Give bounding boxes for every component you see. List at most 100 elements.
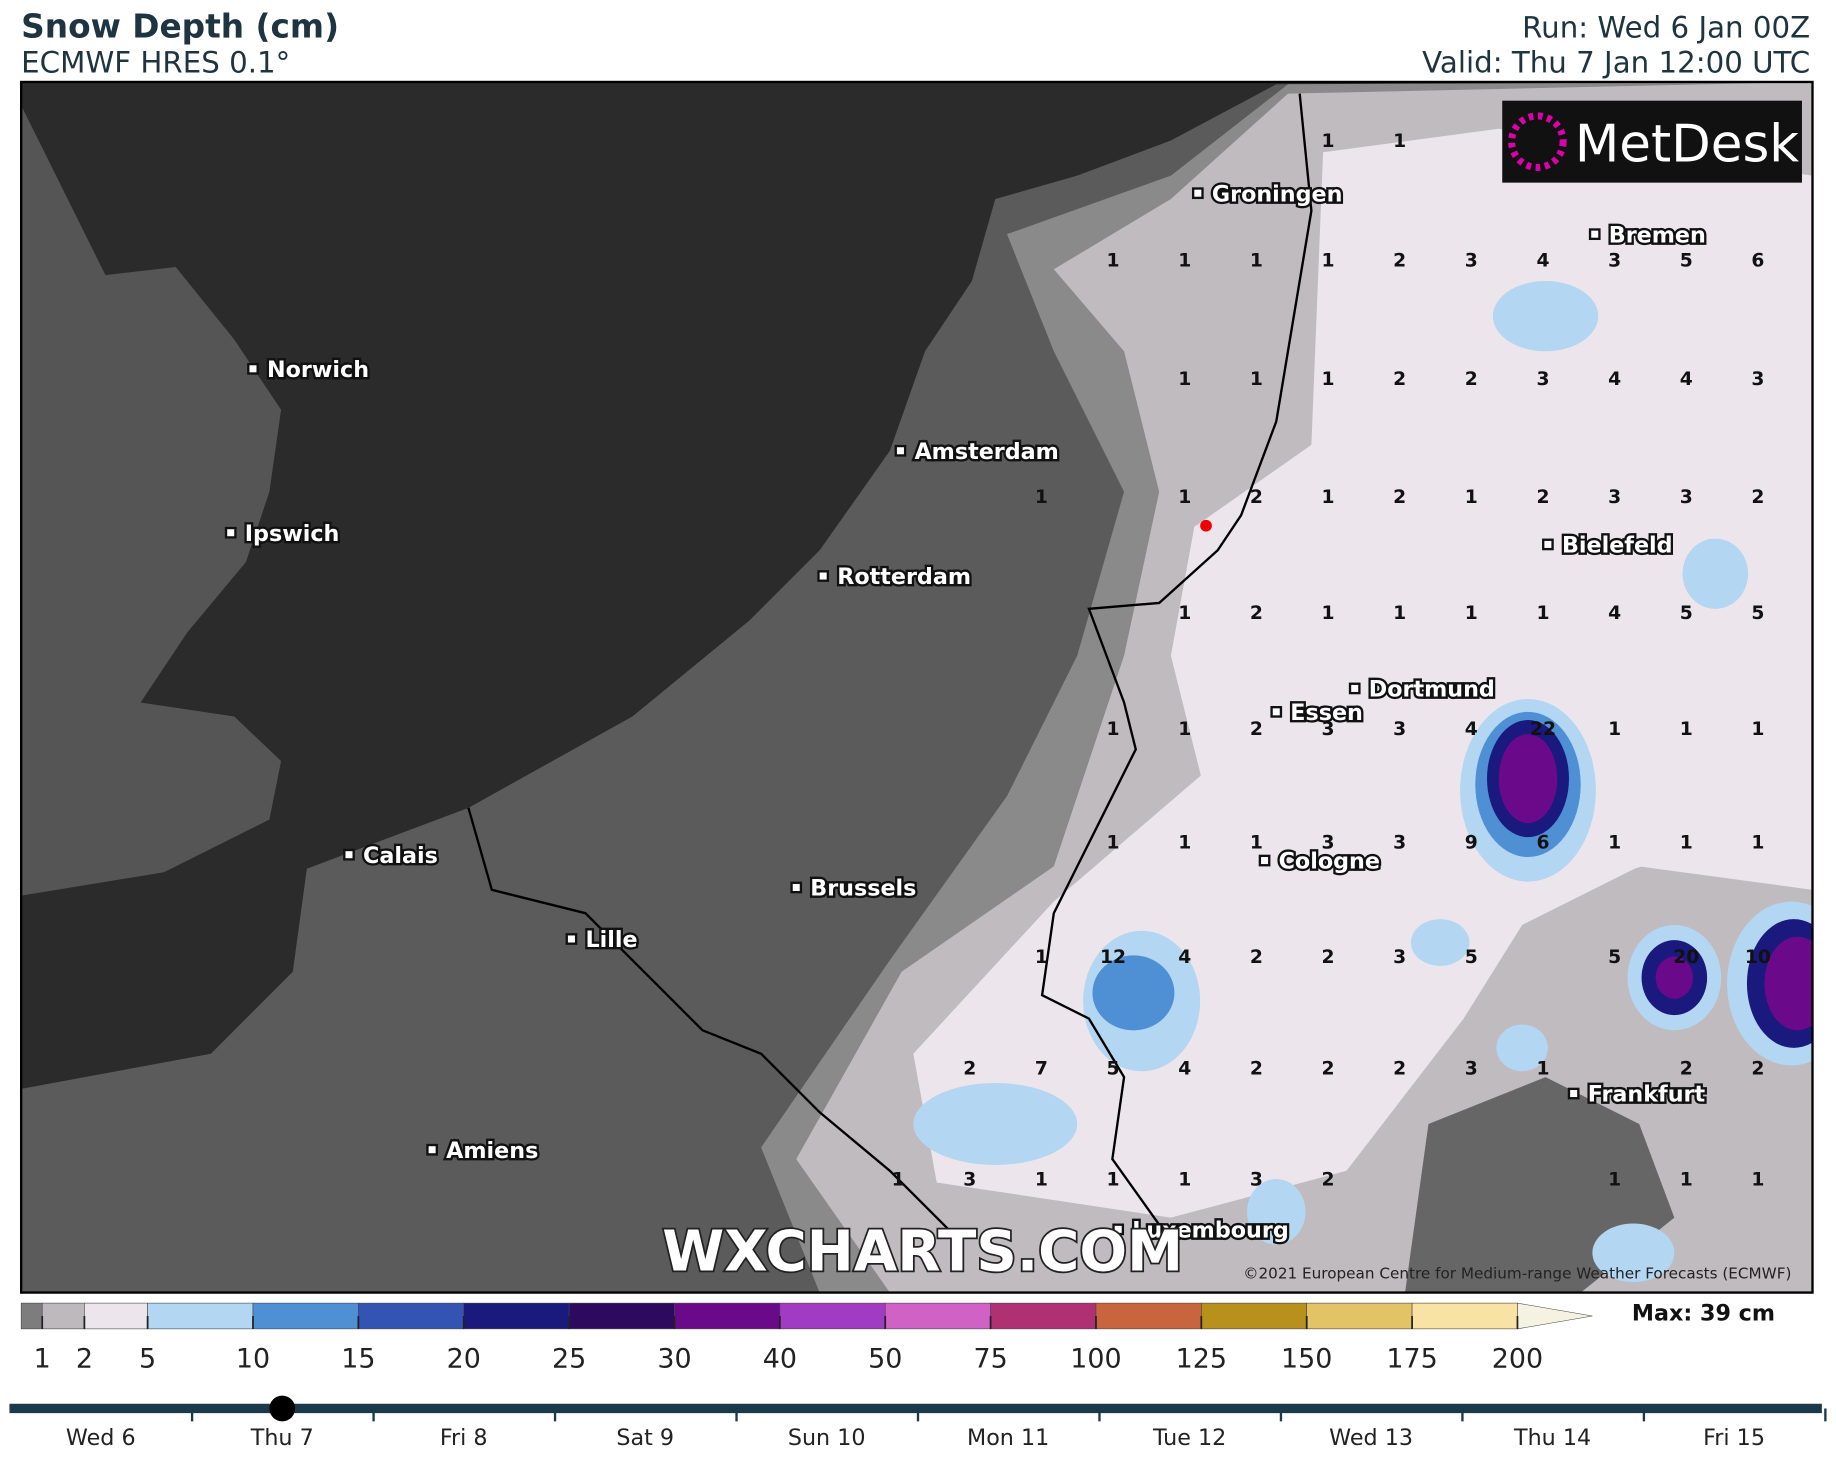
city-marker (343, 848, 355, 861)
grid-value: 1 (1393, 131, 1406, 152)
grid-value: 1 (1178, 603, 1191, 624)
location-dot (1200, 519, 1212, 532)
legend-arrow (1517, 1302, 1593, 1330)
grid-value: 5 (1465, 947, 1478, 968)
city-marker (1258, 854, 1271, 867)
grid-value: 1 (1035, 487, 1048, 508)
copyright: ©2021 European Centre for Medium-range W… (1243, 1265, 1791, 1283)
legend-swatch (84, 1302, 148, 1330)
grid-value: 2 (1751, 487, 1764, 508)
city-label: Cologne (1279, 849, 1380, 875)
grid-value: 2 (1465, 369, 1478, 390)
legend-tick-label: 20 (447, 1344, 481, 1375)
grid-value: 3 (1680, 487, 1693, 508)
city-marker (247, 362, 259, 375)
grid-value: 5 (1608, 947, 1621, 968)
legend-swatch (779, 1302, 886, 1330)
title: Snow Depth (cm) (21, 7, 339, 45)
timeline-day[interactable]: Sun 10 (788, 1425, 866, 1451)
grid-value: 3 (1250, 1170, 1263, 1191)
legend-tick-label: 125 (1176, 1344, 1227, 1375)
grid-value: 4 (1178, 1058, 1191, 1079)
grid-value: 6 (1536, 832, 1549, 853)
legend-swatch (1411, 1302, 1518, 1330)
legend-tick-label: 50 (868, 1344, 902, 1375)
run: Run: Wed 6 Jan 00Z (1522, 10, 1810, 44)
grid-value: 1 (1608, 832, 1621, 853)
city-marker (1542, 538, 1554, 551)
timeline-day[interactable]: Wed 13 (1329, 1425, 1413, 1451)
city-marker (224, 526, 237, 539)
legend-swatch (674, 1302, 781, 1330)
grid-value: 2 (1393, 1058, 1406, 1079)
snow-light (1170, 608, 1813, 961)
timeline-day[interactable]: Sat 9 (616, 1425, 674, 1451)
timeline-day[interactable]: Wed 6 (66, 1425, 136, 1451)
city-marker (894, 444, 907, 457)
grid-value: 4 (1608, 603, 1621, 624)
grid-value: 2 (1322, 1170, 1335, 1191)
legend-swatch (463, 1302, 570, 1330)
grid-value: 1 (1178, 832, 1191, 853)
city-label: Bielefeld (1562, 533, 1673, 559)
timeline-day[interactable]: Fri 8 (440, 1425, 488, 1451)
logo-box (1502, 100, 1802, 183)
grid-value: 1 (1035, 947, 1048, 968)
grid-value: 1 (1322, 487, 1335, 508)
subtitle: ECMWF HRES 0.1° (21, 46, 290, 80)
grid-value: 1 (1107, 1170, 1120, 1191)
grid-value: 1 (1178, 1170, 1191, 1191)
legend-swatch (147, 1302, 254, 1330)
grid-value: 3 (1322, 832, 1335, 853)
legend-swatch (1306, 1302, 1413, 1330)
timeline-marker[interactable] (269, 1395, 296, 1422)
timeline-day[interactable]: Fri 15 (1703, 1425, 1765, 1451)
grid-value: 2 (1536, 487, 1549, 508)
legend-swatch (568, 1302, 675, 1330)
grid-value: 1 (1393, 603, 1406, 624)
grid-value: 4 (1178, 947, 1191, 968)
timeline-day[interactable]: Thu 14 (1513, 1425, 1591, 1451)
city-label: Ipswich (245, 521, 340, 547)
grid-value: 1 (1751, 719, 1764, 740)
grid-value: 1 (1178, 487, 1191, 508)
legend-tick-label: 2 (76, 1344, 93, 1375)
grid-value: 2 (1393, 487, 1406, 508)
grid-value: 1 (1178, 251, 1191, 272)
city-marker (1588, 228, 1601, 241)
legend-tick-label: 40 (763, 1344, 797, 1375)
grid-value: 1 (1465, 603, 1478, 624)
border (467, 807, 961, 1242)
grid-value: 3 (1751, 369, 1764, 390)
legend-tick-label: 175 (1386, 1344, 1437, 1375)
labels: 1 1 1 1 1 1 2 3 4 3 5 6 1 1 1 2 2 3 4 4 3 1 1 2 1 2 1 2 3 3 2 1 2 1 1 1 1 4 5 5… (224, 131, 1771, 1246)
timeline-day[interactable]: Thu 7 (250, 1425, 314, 1451)
grid-value: 4 (1465, 719, 1478, 740)
grid-value: 4 (1536, 251, 1549, 272)
timeline: Wed 6 Thu 7 Fri 8 Sat 9 Sun 10 Mon 11 Tue 12 We… (9, 1395, 1827, 1451)
grid-value: 1 (1680, 1170, 1693, 1191)
grid-value: 2 (1393, 369, 1406, 390)
city-label: Brussels (810, 876, 916, 902)
legend-tick-label: 200 (1492, 1344, 1543, 1375)
grid-value: 3 (963, 1170, 976, 1191)
grid-value: 5 (1680, 603, 1693, 624)
grid-value: 3 (1393, 719, 1406, 740)
border (1040, 93, 1313, 1242)
timeline-day[interactable]: Tue 12 (1152, 1425, 1226, 1451)
legend-swatch (884, 1302, 991, 1330)
grid-value: 2 (1250, 603, 1263, 624)
grid-value: 1 (1107, 832, 1120, 853)
city-label: Dortmund (1369, 677, 1495, 703)
city-marker (1567, 1087, 1580, 1100)
grid-value: 2 (1751, 1058, 1764, 1079)
snow-blob (913, 1082, 1078, 1165)
legend: 1 2 5 10 15 20 25 30 40 50 75 100 125 150 175 200 (20, 1302, 1593, 1375)
legend-max: Max: 39 cm (1632, 1301, 1775, 1327)
timeline-day[interactable]: Mon 11 (967, 1425, 1049, 1451)
grid-value: 1 (1250, 251, 1263, 272)
city-marker (1270, 705, 1283, 718)
watermark: WXCHARTS.COM (662, 1219, 1183, 1284)
grid-value: 1 (892, 1170, 905, 1191)
grid-value: 1 (1608, 1170, 1621, 1191)
